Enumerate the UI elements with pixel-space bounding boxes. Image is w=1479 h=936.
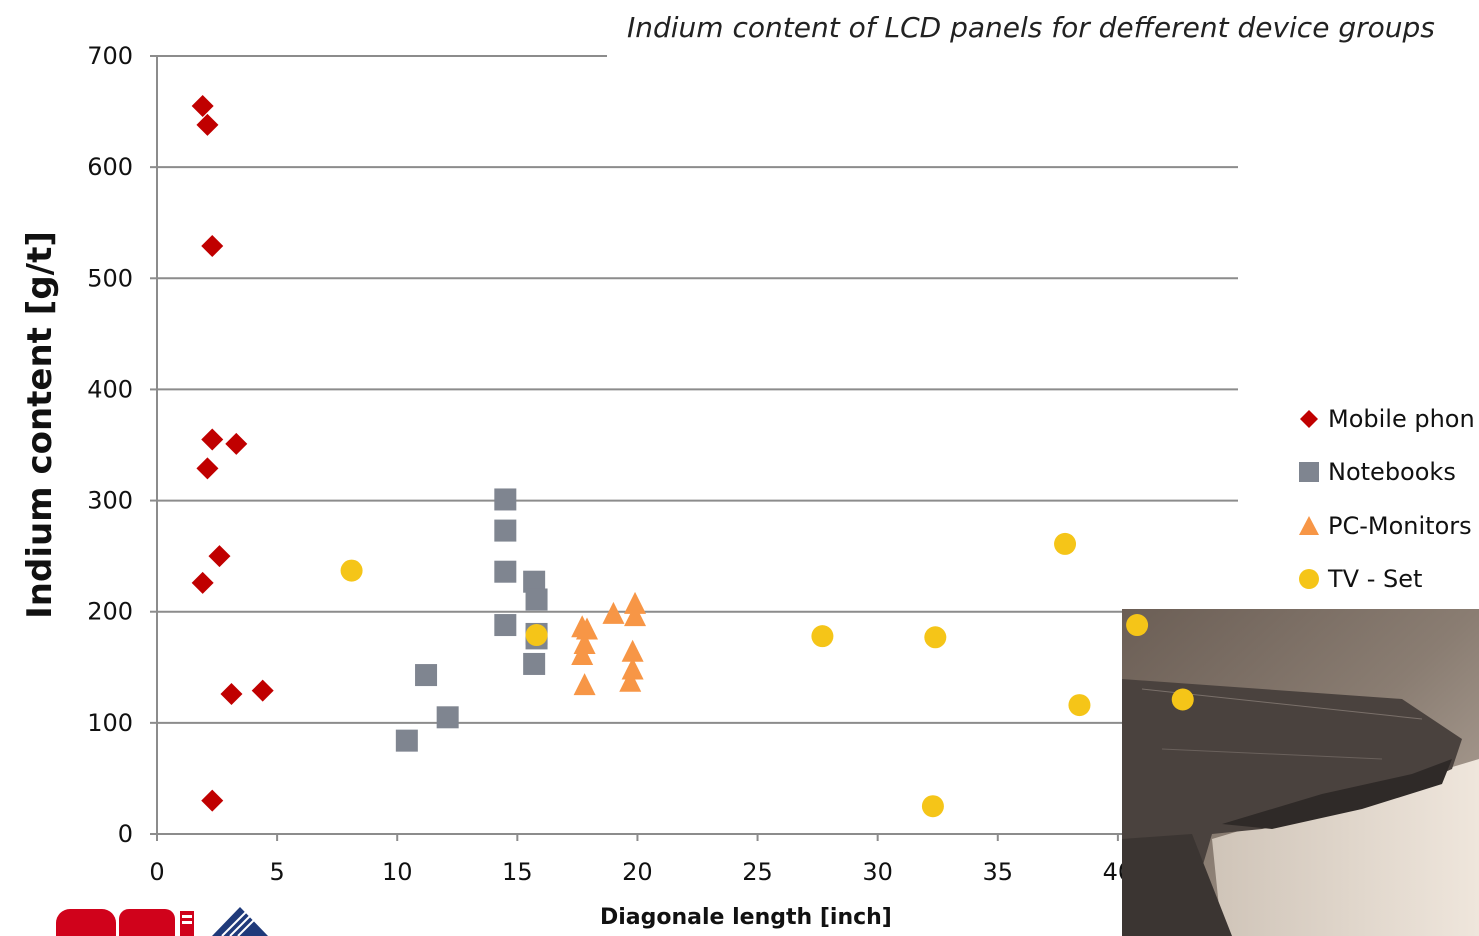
data-point-square (523, 652, 546, 675)
x-tick-label: 10 (382, 858, 413, 886)
y-tick-label: 500 (87, 264, 133, 292)
data-point-diamond (251, 679, 274, 702)
legend-label-tv: TV - Set (1328, 565, 1423, 593)
data-point-triangle (571, 643, 594, 666)
data-point-square (494, 519, 517, 542)
gridlines (157, 55, 1238, 724)
data-point-square (415, 664, 438, 687)
data-point-triangle (619, 669, 642, 692)
data-point-triangle (621, 657, 644, 680)
data-points-behind-photo (191, 95, 647, 812)
x-tick-label: 0 (149, 858, 164, 886)
data-point-triangle (573, 631, 596, 654)
data-point-triangle (624, 591, 647, 614)
data-point-diamond (225, 432, 248, 455)
diamond-marker-icon (1300, 410, 1318, 428)
data-point-square (395, 729, 418, 752)
data-point-triangle (575, 617, 598, 640)
triangle-marker-icon (1299, 516, 1319, 535)
data-point-diamond (201, 235, 224, 258)
y-tick-label: 100 (87, 709, 133, 737)
chart-title: Indium content of LCD panels for deffere… (627, 11, 1435, 44)
x-axis-label: Diagonale length [inch] (600, 905, 892, 930)
y-tick-label: 0 (118, 820, 133, 848)
y-tick-label: 600 (87, 153, 133, 181)
data-point-square (494, 488, 517, 511)
lcd-panel-photo (1122, 609, 1479, 936)
data-point-triangle (602, 601, 625, 624)
x-tick-label: 20 (622, 858, 653, 886)
legend-label-notebooks: Notebooks (1328, 458, 1456, 486)
data-point-diamond (196, 113, 219, 136)
data-point-square (494, 560, 517, 583)
data-point-triangle (573, 673, 596, 696)
y-axis-label: Indium content [g/t] (20, 231, 60, 619)
y-tick-label: 700 (87, 42, 133, 70)
circle-marker-icon (1299, 569, 1319, 589)
square-marker-icon (1299, 462, 1319, 482)
x-tick-labels: 051015202530354045 (149, 858, 1253, 886)
data-point-diamond (220, 682, 243, 705)
lcd-panel-illustration (1122, 609, 1479, 936)
y-tick-labels: 0 100 200 300 400 500 600 700 (87, 42, 133, 848)
x-tick-label: 30 (862, 858, 893, 886)
data-point-triangle (621, 639, 644, 662)
y-tick-label: 300 (87, 487, 133, 515)
data-point-square (525, 627, 548, 650)
y-tick-label: 400 (87, 375, 133, 403)
data-point-square (436, 706, 459, 729)
y-tick-label: 200 (87, 598, 133, 626)
x-tick-label: 5 (269, 858, 284, 886)
x-tick-label: 15 (502, 858, 533, 886)
data-point-diamond (208, 545, 231, 568)
data-point-diamond (191, 95, 214, 118)
legend-label-mobile: Mobile phon (1328, 405, 1475, 433)
data-point-square (523, 570, 546, 593)
data-point-diamond (191, 571, 214, 594)
institute-logo-icon (212, 907, 268, 936)
data-point-square (494, 614, 517, 637)
data-point-diamond (196, 457, 219, 480)
x-tick-label: 25 (742, 858, 773, 886)
data-point-triangle (624, 604, 647, 627)
x-tick-label: 35 (983, 858, 1014, 886)
legend-label-monitors: PC-Monitors (1328, 512, 1472, 540)
y-axis-label-container: Indium content [g/t] (10, 120, 70, 730)
axes (150, 55, 1239, 841)
data-point-diamond (201, 789, 224, 812)
university-logo-icon (56, 909, 194, 936)
data-point-diamond (201, 428, 224, 451)
data-point-square (525, 588, 548, 611)
